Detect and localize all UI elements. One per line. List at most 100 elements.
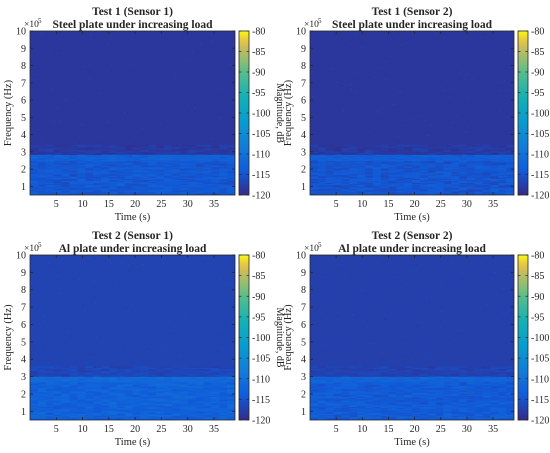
heatmap-cell	[148, 161, 157, 164]
heatmap-cell	[93, 189, 102, 192]
heatmap-speckle	[505, 98, 508, 101]
heatmap-cell	[219, 181, 228, 184]
heatmap-cell	[317, 179, 327, 181]
heatmap-cell	[227, 188, 235, 191]
heatmap-cell	[108, 184, 118, 187]
heatmap-cell	[77, 369, 86, 372]
heatmap-cell	[195, 380, 205, 383]
heatmap-cell	[85, 154, 94, 156]
heatmap-cell	[498, 417, 507, 420]
heatmap-cell	[61, 379, 71, 382]
heatmap-cell	[61, 150, 71, 152]
heatmap-cell	[490, 413, 499, 415]
heatmap-speckle	[208, 145, 211, 147]
heatmap-cell	[45, 160, 55, 163]
heatmap-cell	[325, 192, 335, 195]
heatmap-cell	[77, 188, 86, 191]
heatmap-cell	[498, 184, 507, 187]
heatmap-cell	[372, 417, 382, 420]
heatmap-cell	[53, 176, 63, 178]
heatmap-cell	[164, 150, 173, 152]
heatmap-speckle	[169, 303, 172, 305]
heatmap-cell	[498, 163, 507, 166]
heatmap-cell	[341, 157, 350, 160]
heatmap-cell	[69, 177, 78, 179]
heatmap-cell	[100, 177, 110, 179]
heatmap-cell	[93, 369, 102, 372]
y-tick-label: 9	[21, 268, 26, 279]
heatmap-cell	[388, 190, 397, 193]
heatmap-cell	[37, 167, 47, 170]
heatmap-cell	[211, 191, 220, 194]
heatmap-cell	[108, 191, 118, 194]
heatmap-cell	[219, 408, 228, 411]
heatmap-cell	[53, 406, 63, 409]
heatmap-cell	[310, 157, 319, 160]
heatmap-cell	[388, 181, 397, 184]
heatmap-cell	[30, 177, 39, 179]
heatmap-cell	[466, 149, 476, 151]
heatmap-cell	[179, 402, 189, 404]
heatmap-cell	[219, 377, 228, 380]
heatmap-cell	[124, 371, 134, 374]
heatmap-cell	[116, 184, 126, 187]
heatmap-cell	[93, 394, 102, 396]
heatmap-cell	[412, 177, 421, 179]
heatmap-cell	[404, 168, 413, 171]
heatmap-cell	[404, 167, 413, 170]
heatmap-cell	[349, 159, 358, 162]
heatmap-cell	[211, 403, 220, 405]
heatmap-speckle	[468, 152, 471, 154]
heatmap-cell	[427, 144, 437, 147]
heatmap-cell	[93, 416, 102, 419]
heatmap-cell	[30, 163, 39, 166]
heatmap-cell	[419, 182, 429, 185]
heatmap-cell	[37, 188, 47, 191]
heatmap-cell	[69, 154, 78, 156]
heatmap-cell	[30, 181, 39, 184]
heatmap-cell	[419, 171, 429, 173]
heatmap-cell	[506, 148, 514, 150]
heatmap-cell	[85, 164, 94, 167]
heatmap-cell	[108, 396, 118, 399]
heatmap-cell	[443, 416, 452, 419]
heatmap-cell	[85, 388, 94, 391]
heatmap-speckle	[218, 117, 221, 119]
heatmap-speckle	[76, 122, 79, 124]
heatmap-cell	[45, 175, 55, 177]
heatmap-cell	[187, 161, 197, 164]
heatmap-cell	[30, 172, 39, 174]
heatmap-cell	[219, 162, 228, 165]
heatmap-cell	[219, 371, 228, 374]
heatmap-cell	[364, 182, 374, 185]
heatmap-cell	[108, 411, 118, 413]
heatmap-cell	[179, 168, 189, 171]
y-tick-label: 6	[21, 96, 26, 107]
heatmap-cell	[195, 152, 205, 154]
heatmap-cell	[349, 178, 358, 180]
heatmap-cell	[156, 157, 165, 160]
heatmap-cell	[187, 186, 197, 189]
heatmap-speckle	[322, 139, 325, 141]
heatmap-cell	[357, 175, 366, 177]
heatmap-cell	[156, 178, 165, 180]
heatmap-cell	[93, 387, 102, 390]
heatmap-cell	[227, 177, 235, 179]
heatmap-speckle	[141, 153, 144, 155]
y-tick-label: 3	[301, 147, 306, 158]
heatmap-speckle	[429, 93, 432, 95]
heatmap-cell	[132, 369, 141, 372]
heatmap-cell	[93, 159, 102, 162]
heatmap-cell	[203, 159, 212, 162]
heatmap-cell	[466, 164, 476, 167]
heatmap-cell	[116, 166, 126, 169]
heatmap-cell	[412, 153, 421, 155]
heatmap-speckle	[171, 48, 174, 50]
heatmap-cell	[435, 179, 444, 181]
heatmap-cell	[466, 413, 476, 415]
heatmap-cell	[108, 416, 118, 419]
heatmap-speckle	[444, 124, 447, 126]
heatmap-cell	[219, 375, 228, 377]
heatmap-cell	[45, 405, 55, 408]
heatmap-cell	[227, 189, 235, 192]
